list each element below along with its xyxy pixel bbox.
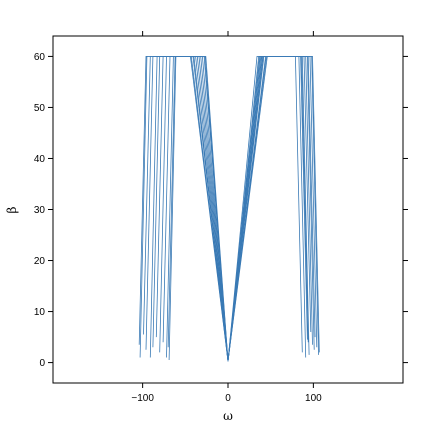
y-tick-label: 50: [34, 103, 46, 114]
series-line-9: [166, 56, 308, 362]
series-line-12: [145, 56, 310, 362]
series-line-6: [155, 56, 318, 362]
y-tick-label: 0: [39, 358, 45, 369]
series-layer: [138, 56, 320, 362]
y-tick-label: 40: [34, 154, 46, 165]
series-line-5: [152, 56, 307, 362]
y-tick-label: 30: [34, 205, 46, 216]
x-axis-title: ω: [223, 409, 233, 423]
y-tick-label: 20: [34, 256, 46, 267]
plot-panel: [52, 35, 404, 384]
x-tick-label: 0: [225, 393, 231, 404]
tick-labels: −100 0 100 0 10 20 30 40 50 60: [34, 52, 322, 404]
x-tick-label: −100: [131, 393, 154, 404]
series-line-7: [159, 56, 312, 362]
y-axis-title: β: [5, 206, 19, 213]
panel-ticks: [48, 31, 408, 388]
y-tick-label: 10: [34, 307, 46, 318]
x-tick-label: 100: [305, 393, 322, 404]
y-tick-label: 60: [34, 52, 46, 63]
series-line-11: [168, 56, 313, 362]
